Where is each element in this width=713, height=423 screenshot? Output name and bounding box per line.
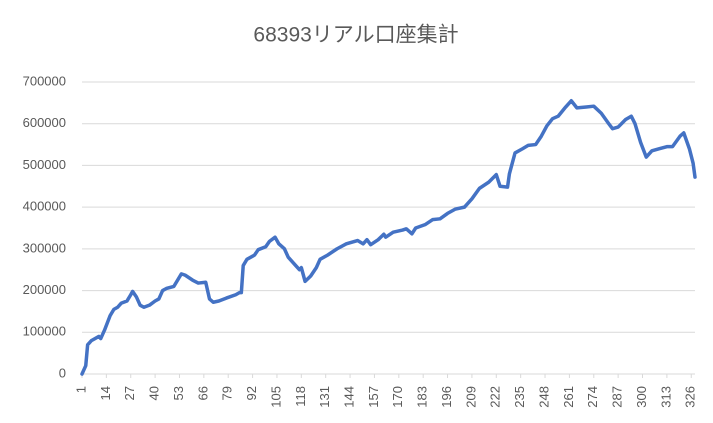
x-tick-label: 131 <box>317 386 332 408</box>
x-tick-label: 183 <box>415 386 430 408</box>
x-tick-label: 92 <box>244 386 259 400</box>
data-line <box>80 99 697 376</box>
chart-title: 68393リアル口座集計 <box>253 24 458 47</box>
y-tick-label: 200000 <box>23 282 66 297</box>
x-tick-label: 118 <box>293 386 308 407</box>
x-tick-label: 248 <box>536 386 551 408</box>
y-tick-label: 700000 <box>23 73 66 88</box>
x-tick-label: 170 <box>390 386 405 408</box>
x-tick-label: 40 <box>147 386 162 400</box>
y-tick-label: 400000 <box>23 199 66 214</box>
x-tick-label: 105 <box>268 386 283 408</box>
x-tick-label: 14 <box>98 386 113 400</box>
y-tick-label: 500000 <box>23 157 66 172</box>
x-tick-label: 66 <box>195 386 210 400</box>
x-tick-label: 79 <box>220 386 235 400</box>
x-tick-label: 313 <box>658 386 673 408</box>
x-tick-label: 300 <box>634 386 649 408</box>
y-tick-label: 600000 <box>23 115 66 130</box>
x-tick-label: 196 <box>439 386 454 408</box>
x-tick-label: 53 <box>171 386 186 400</box>
x-tick-label: 287 <box>610 386 625 408</box>
x-tick-label: 27 <box>122 386 137 400</box>
y-tick-label: 300000 <box>23 240 66 255</box>
y-tick-label: 100000 <box>23 324 66 339</box>
x-tick-label: 235 <box>512 386 527 408</box>
x-tick-label: 1 <box>73 386 88 393</box>
x-tick-label: 274 <box>585 386 600 408</box>
x-tick-label: 261 <box>561 386 576 408</box>
x-tick-label: 157 <box>366 386 381 408</box>
x-tick-label: 326 <box>683 386 698 408</box>
x-tick-label: 222 <box>488 386 503 408</box>
x-tick-label: 144 <box>342 386 357 408</box>
y-tick-label: 0 <box>59 365 66 380</box>
x-tick-label: 209 <box>463 386 478 408</box>
